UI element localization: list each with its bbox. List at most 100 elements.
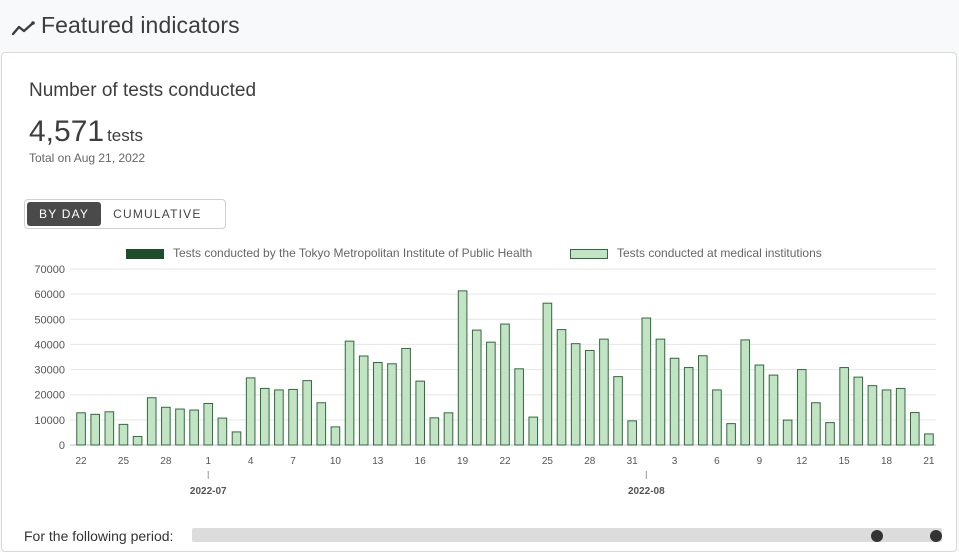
x-tick-label: 28 — [584, 456, 596, 467]
x-tick-label: 9 — [757, 456, 763, 467]
bar-medical-institutions — [768, 374, 779, 446]
x-tick-label: 4 — [248, 456, 254, 467]
x-tick-label: 25 — [118, 456, 130, 467]
y-tick-label: 30000 — [34, 365, 65, 377]
cumulative-button[interactable]: CUMULATIVE — [113, 207, 202, 221]
y-tick-label: 0 — [59, 440, 65, 452]
bar-medical-institutions — [302, 380, 312, 446]
legend-swatch-medical-institutions[interactable] — [570, 249, 608, 259]
section-title: Featured indicators — [41, 12, 240, 38]
bar-medical-institutions — [599, 338, 609, 446]
bar-medical-institutions — [443, 412, 454, 446]
bar-medical-institutions — [754, 364, 765, 446]
bar-medical-institutions — [373, 362, 383, 446]
bar-medical-institutions — [698, 355, 708, 446]
bar-medical-institutions — [146, 397, 157, 446]
x-tick-label: 6 — [714, 456, 720, 467]
total-unit: tests — [107, 126, 143, 145]
bar-medical-institutions — [344, 340, 355, 446]
month-label: 2022-07 — [190, 486, 227, 497]
bar-medical-institutions — [217, 417, 228, 446]
bar-medical-institutions — [867, 385, 878, 446]
bar-medical-institutions — [401, 347, 411, 446]
bar-medical-institutions — [245, 377, 256, 446]
total-value: 4,571 tests — [29, 115, 143, 149]
bar-medical-institutions — [429, 417, 440, 446]
bar-medical-institutions — [274, 389, 284, 446]
bar-medical-institutions — [669, 357, 680, 446]
bar-medical-institutions — [330, 426, 341, 446]
legend-swatch-public-health[interactable] — [126, 249, 164, 259]
x-tick-label: 10 — [330, 456, 342, 467]
bar-medical-institutions — [825, 422, 835, 446]
bar-medical-institutions — [909, 412, 920, 446]
x-tick-label: 16 — [415, 456, 427, 467]
x-tick-label: 1 — [205, 456, 211, 467]
bar-medical-institutions — [881, 389, 892, 446]
bar-medical-institutions — [726, 423, 736, 446]
bar-medical-institutions — [132, 435, 143, 446]
chart-legend: Tests conducted by the Tokyo Metropolita… — [2, 246, 958, 262]
chart-card: Number of tests conducted 4,571 tests Tot… — [1, 52, 957, 552]
bar-medical-institutions — [811, 402, 821, 446]
slider-end-handle[interactable] — [930, 530, 942, 542]
month-label: 2022-08 — [628, 486, 665, 497]
y-tick-label: 20000 — [34, 390, 65, 402]
x-tick-label: 12 — [796, 456, 808, 467]
x-tick-label: 22 — [499, 456, 511, 467]
bar-medical-institutions — [641, 317, 652, 446]
bar-medical-institutions — [457, 290, 468, 446]
bar-medical-institutions — [556, 329, 567, 446]
bar-medical-institutions — [288, 388, 298, 446]
x-tick-label: 25 — [542, 456, 554, 467]
x-tick-label: 19 — [457, 456, 469, 467]
bar-medical-institutions — [471, 329, 482, 446]
y-tick-label: 40000 — [34, 339, 65, 351]
x-tick-label: 31 — [627, 456, 639, 467]
trending-line-icon — [12, 21, 35, 36]
period-label: For the following period: — [24, 528, 174, 544]
bar-chart: 0 10000 20000 30000 40000 50000 60000 70000 22 25… — [34, 264, 936, 497]
view-toggle: BY DAY CUMULATIVE — [24, 199, 226, 229]
period-slider[interactable] — [192, 528, 942, 542]
bar-medical-institutions — [712, 389, 722, 446]
x-tick-label: 28 — [160, 456, 172, 467]
bar-medical-institutions — [358, 355, 369, 446]
bar-medical-institutions — [627, 420, 637, 446]
by-day-button[interactable]: BY DAY — [27, 202, 102, 226]
bar-medical-institutions — [175, 408, 185, 446]
total-number: 4,571 — [29, 115, 105, 148]
bar-medical-institutions — [895, 387, 906, 446]
bar-medical-institutions — [839, 367, 849, 446]
bar-medical-institutions — [76, 412, 86, 446]
bar-medical-institutions — [415, 380, 426, 446]
total-date-note: Total on Aug 21, 2022 — [29, 151, 146, 165]
bar-medical-institutions — [316, 402, 327, 446]
bar-medical-institutions — [570, 343, 581, 446]
bar-medical-institutions — [528, 416, 539, 446]
bar-medical-institutions — [584, 349, 595, 446]
bar-medical-institutions — [796, 369, 807, 446]
x-tick-label: 7 — [290, 456, 296, 467]
x-tick-label: 13 — [372, 456, 384, 467]
card-title: Number of tests conducted — [29, 80, 257, 101]
bar-medical-institutions — [655, 338, 666, 446]
bar-medical-institutions — [924, 433, 934, 446]
x-tick-label: 15 — [839, 456, 851, 467]
bar-medical-institutions — [118, 423, 129, 446]
bar-medical-institutions — [514, 368, 524, 446]
x-tick-label: 21 — [923, 456, 935, 467]
bar-medical-institutions — [683, 367, 694, 446]
bar-medical-institutions — [231, 431, 242, 446]
x-tick-label: 3 — [672, 456, 678, 467]
bar-medical-institutions — [104, 411, 115, 446]
y-tick-label: 70000 — [34, 264, 65, 276]
bar-medical-institutions — [486, 341, 496, 446]
y-tick-label: 10000 — [34, 415, 65, 427]
bar-medical-institutions — [161, 406, 171, 446]
slider-start-handle[interactable] — [870, 530, 883, 542]
bar-medical-institutions — [740, 339, 751, 446]
bar-medical-institutions — [203, 403, 214, 446]
y-tick-label: 60000 — [34, 289, 65, 301]
bar-medical-institutions — [613, 376, 623, 446]
